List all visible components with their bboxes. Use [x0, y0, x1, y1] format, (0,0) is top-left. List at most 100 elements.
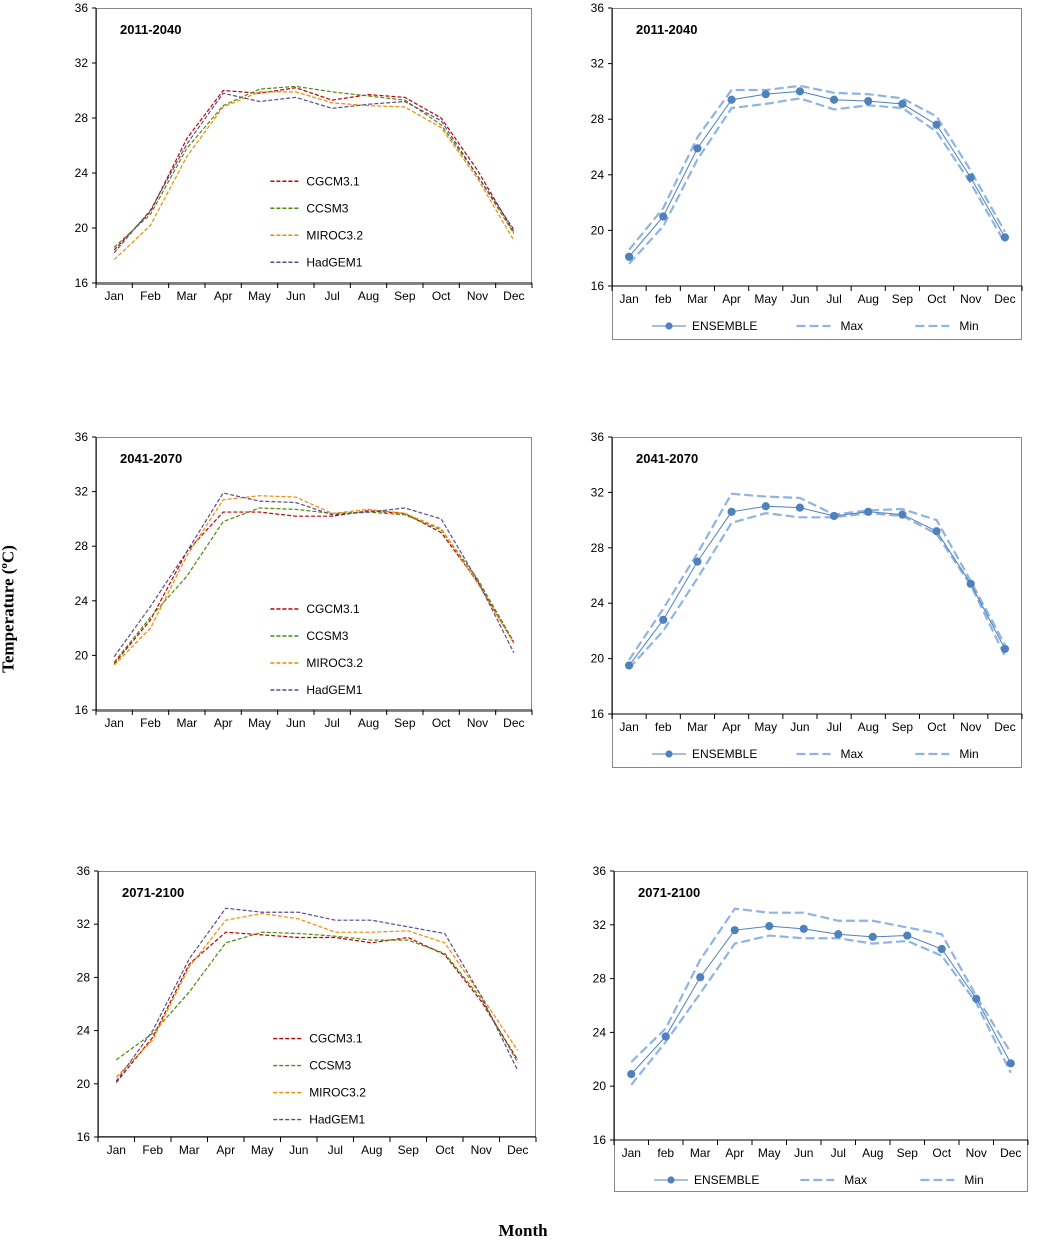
legend-label: MIROC3.2	[309, 1086, 366, 1100]
series-line-cgcm31	[113, 87, 515, 251]
ensemble-point	[693, 557, 702, 566]
x-tick-label: Jan	[107, 1143, 126, 1157]
legend-label: CCSM3	[309, 1059, 351, 1073]
y-tick-label: 16	[593, 1133, 607, 1147]
x-tick-label: May	[754, 292, 777, 306]
x-tick-label: Feb	[140, 289, 161, 303]
legend-label: CGCM3.1	[306, 602, 360, 616]
x-tick-label: Aug	[858, 292, 879, 306]
ensemble-point	[932, 120, 941, 129]
legend-label: ENSEMBLE	[694, 1173, 759, 1187]
series-line-min	[628, 97, 1006, 265]
ensemble-point	[932, 527, 941, 536]
x-tick-label: May	[248, 289, 271, 303]
chart-frame	[96, 437, 532, 712]
x-tick-label: Mar	[690, 1146, 711, 1160]
ensemble-point	[966, 579, 975, 588]
x-tick-label: Nov	[960, 720, 981, 734]
ensemble-point	[727, 507, 736, 516]
series-line-miroc32	[113, 495, 515, 666]
x-tick-label: May	[758, 1146, 781, 1160]
y-tick-label: 36	[591, 430, 605, 444]
y-tick-label: 16	[591, 279, 605, 293]
x-tick-label: Nov	[966, 1146, 987, 1160]
ensemble-point	[627, 1069, 636, 1079]
x-tick-label: Aug	[361, 1143, 382, 1157]
chart-title: 2071-2100	[638, 885, 700, 900]
ensemble-point	[1000, 233, 1010, 242]
y-tick-label: 32	[593, 918, 607, 932]
chart-frame	[96, 8, 532, 285]
x-tick-label: feb	[655, 292, 672, 306]
chart-panel-6: 16 20 24 28 32 36 Jan feb Mar Apr May Jun Jul Aug Sep O…	[593, 864, 1029, 1192]
legend-label: CCSM3	[306, 629, 348, 643]
ensemble-point	[868, 932, 877, 942]
ensemble-point	[864, 97, 873, 106]
ensemble-point	[761, 502, 770, 511]
ensemble-point	[795, 87, 805, 96]
y-tick-label: 20	[75, 221, 89, 235]
x-tick-label: Aug	[862, 1146, 883, 1160]
x-tick-label: Oct	[927, 720, 946, 734]
y-tick-label: 20	[591, 223, 605, 237]
ensemble-point	[624, 252, 634, 261]
series-line-min	[628, 512, 1006, 670]
series-line-ensemble	[630, 925, 1012, 1075]
legend-label: CGCM3.1	[309, 1032, 363, 1046]
x-tick-label: Oct	[432, 716, 451, 730]
x-tick-label: Jan	[619, 292, 638, 306]
x-tick-label: Jun	[289, 1143, 308, 1157]
y-tick-label: 28	[75, 539, 89, 553]
legend-marker	[665, 322, 673, 330]
ensemble-point	[761, 90, 770, 99]
y-tick-label: 16	[591, 707, 605, 721]
y-tick-label: 24	[77, 1024, 91, 1038]
series-line-hadgem1	[113, 492, 515, 658]
x-tick-label: Jul	[324, 716, 339, 730]
y-tick-label: 36	[593, 864, 607, 878]
series-line-cgcm31	[115, 931, 519, 1083]
legend-marker	[667, 1176, 675, 1184]
ensemble-point	[972, 994, 981, 1003]
series-line-hadgem1	[115, 907, 519, 1082]
chart-title: 2041-2070	[120, 451, 182, 466]
ensemble-point	[834, 930, 843, 939]
ensemble-point	[730, 926, 739, 935]
x-tick-label: Dec	[994, 720, 1015, 734]
legend-label: Min	[964, 1173, 983, 1187]
series-line-max	[628, 84, 1006, 251]
ensemble-point	[903, 931, 912, 940]
x-tick-label: Sep	[892, 720, 914, 734]
x-tick-label: Jul	[324, 289, 339, 303]
x-tick-label: Nov	[471, 1143, 492, 1157]
ensemble-point	[727, 95, 736, 104]
legend-label: HadGEM1	[309, 1113, 365, 1127]
x-tick-label: Jun	[794, 1146, 813, 1160]
legend-label: Max	[844, 1173, 867, 1187]
legend-label: Max	[841, 319, 864, 333]
series-line-ensemble	[628, 90, 1006, 258]
x-tick-label: feb	[657, 1146, 674, 1160]
x-tick-label: Mar	[687, 292, 708, 306]
x-tick-label: Apr	[722, 720, 741, 734]
series-line-miroc32	[113, 91, 515, 261]
y-axis-label-degree: o	[0, 563, 10, 569]
ensemble-point	[624, 661, 634, 670]
x-tick-label: Feb	[140, 716, 161, 730]
x-tick-label: Aug	[358, 289, 379, 303]
ensemble-point	[898, 510, 907, 519]
y-tick-label: 32	[75, 56, 89, 70]
y-tick-label: 28	[591, 112, 605, 126]
series-line-ccsm3	[113, 85, 515, 248]
ensemble-point	[829, 511, 839, 521]
ensemble-point	[799, 924, 808, 933]
x-tick-label: Mar	[687, 720, 708, 734]
legend-marker	[665, 750, 673, 758]
x-tick-label: Jul	[831, 1146, 846, 1160]
x-axis-label: Month	[498, 1221, 548, 1240]
y-tick-label: 24	[75, 594, 89, 608]
x-tick-label: May	[251, 1143, 274, 1157]
chart-frame	[614, 871, 1028, 1192]
